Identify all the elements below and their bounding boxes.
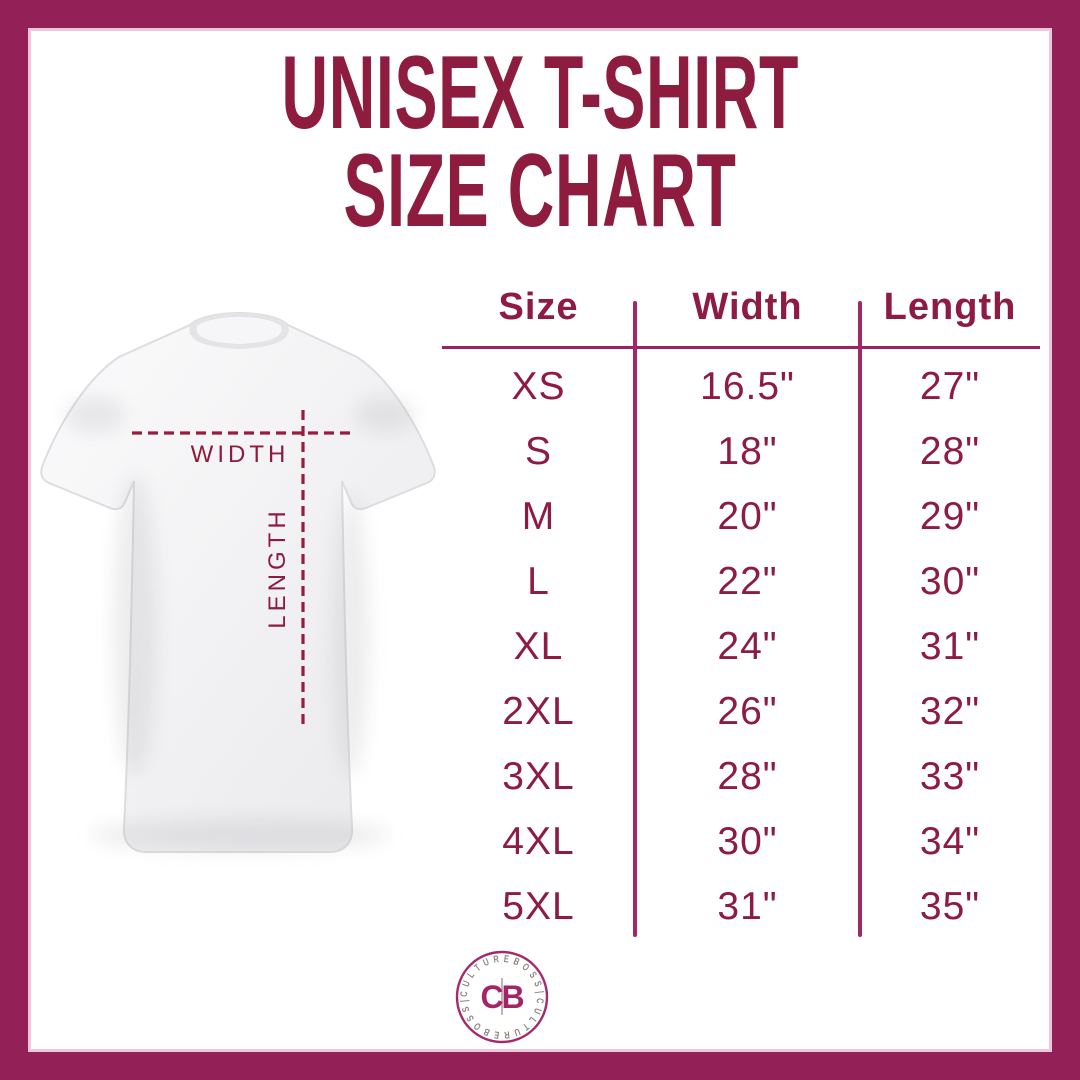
cultureboss-logo: C U L T U R E B O S S | C U L T U R E B … (455, 950, 549, 1044)
column-header-width: Width (692, 285, 803, 328)
width-label: WIDTH (191, 441, 290, 468)
width-cell: 30" (717, 819, 778, 863)
size-row: S 18" 28" (442, 419, 1040, 484)
size-row: 5XL 31" 35" (442, 874, 1040, 939)
header-underline (442, 346, 1040, 349)
length-cell: 35" (919, 884, 981, 928)
logo-monogram-c: C (480, 979, 503, 1015)
size-cell: S (524, 429, 552, 473)
size-cell: M (521, 494, 556, 538)
column-divider-1 (633, 301, 637, 937)
size-cell: XS (511, 364, 566, 408)
title-line-2: SIZE CHART (343, 133, 737, 249)
width-cell: 26" (717, 689, 778, 733)
length-label: LENGTH (264, 507, 291, 628)
size-row: 2XL 26" 32" (442, 679, 1040, 744)
width-cell: 28" (717, 754, 778, 798)
fabric-shading (65, 397, 415, 851)
width-cell: 24" (717, 624, 778, 668)
column-divider-2 (858, 301, 862, 937)
width-cell: 18" (717, 429, 778, 473)
length-cell: 27" (919, 364, 981, 408)
size-cell: 2XL (502, 689, 575, 733)
length-cell: 34" (919, 819, 981, 863)
size-row: 3XL 28" 33" (442, 744, 1040, 809)
size-row: 4XL 30" 34" (442, 809, 1040, 874)
column-header-length: Length (883, 285, 1017, 328)
size-row: XL 24" 31" (442, 614, 1040, 679)
length-cell: 31" (919, 624, 981, 668)
measurement-guides (132, 410, 350, 728)
logo-divider-bar (501, 978, 503, 1015)
table-body: XS 16.5" 27" S 18" 28" M 20" 29" L 22" 3… (442, 354, 1040, 939)
logo-monogram-b: B (501, 979, 524, 1015)
column-header-size: Size (498, 285, 579, 328)
length-cell: 30" (919, 559, 981, 603)
width-cell: 20" (717, 494, 778, 538)
width-cell: 16.5" (700, 364, 795, 408)
title-line-1: UNISEX T-SHIRT (281, 35, 799, 151)
tshirt-body (40, 312, 436, 853)
table-header-row: Size Width Length (442, 282, 1040, 332)
tshirt-collar (189, 313, 289, 349)
width-cell: 31" (717, 884, 778, 928)
size-cell: L (527, 559, 550, 603)
size-cell: 3XL (502, 754, 575, 798)
size-cell: XL (513, 624, 564, 668)
size-row: L 22" 30" (442, 549, 1040, 614)
tshirt-illustration: WIDTH LENGTH (40, 312, 436, 853)
length-cell: 32" (919, 689, 981, 733)
length-cell: 29" (919, 494, 981, 538)
length-cell: 33" (919, 754, 981, 798)
size-cell: 5XL (502, 884, 575, 928)
size-row: XS 16.5" 27" (442, 354, 1040, 419)
width-cell: 22" (717, 559, 778, 603)
page-title: UNISEX T-SHIRT SIZE CHART (0, 35, 1080, 249)
size-row: M 20" 29" (442, 484, 1040, 549)
size-cell: 4XL (502, 819, 575, 863)
length-cell: 28" (919, 429, 981, 473)
